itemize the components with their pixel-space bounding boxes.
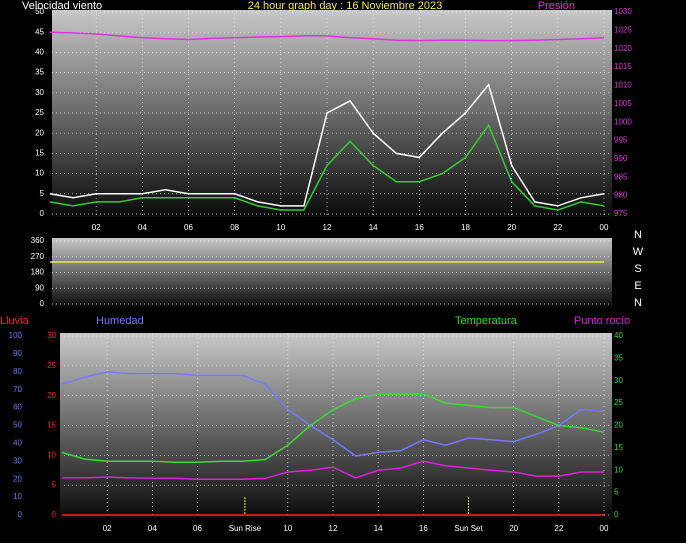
x-tick-label: 20 [509, 524, 518, 533]
y2-label: Presión [538, 0, 575, 12]
plot-bg [52, 10, 612, 217]
tick-label: 1025 [614, 25, 632, 34]
tick-label: 40 [13, 439, 22, 448]
annotation: Sun Set [454, 524, 483, 533]
legend: Temperatura [455, 315, 518, 327]
legend: Punto rocío [574, 315, 630, 327]
tick-label: 30 [13, 456, 22, 465]
tick-label: 50 [35, 7, 44, 16]
tick-label: 1010 [614, 81, 632, 90]
tick-label: 10 [35, 169, 44, 178]
tick-label: 35 [614, 353, 623, 362]
x-tick-label: 02 [103, 524, 112, 533]
tick-label: 40 [614, 331, 623, 340]
x-tick-label: 18 [461, 223, 470, 232]
tick-label: 15 [35, 149, 44, 158]
tick-label: 25 [35, 108, 44, 117]
x-tick-label: 12 [329, 524, 338, 533]
series-line [61, 393, 605, 463]
tick-label: 10 [47, 450, 56, 459]
x-tick-label: 20 [507, 223, 516, 232]
tick-label: 1015 [614, 62, 632, 71]
tick-label: 25 [47, 361, 56, 370]
tick-label: 5 [52, 480, 57, 489]
x-tick-label: 16 [415, 223, 424, 232]
tick-label: 20 [13, 474, 22, 483]
series-line [62, 460, 604, 480]
x-tick-label: 16 [419, 524, 428, 533]
tick-label: 180 [31, 268, 45, 277]
tick-label: 30 [47, 331, 56, 340]
x-tick-label: 22 [554, 524, 563, 533]
series-line [49, 123, 605, 211]
tick-label: 1030 [614, 7, 632, 16]
tick-label: 360 [31, 236, 45, 245]
tick-label: 30 [614, 376, 623, 385]
tick-label: 90 [35, 283, 44, 292]
series-line [49, 83, 605, 207]
tick-label: 990 [614, 154, 628, 163]
legend: Lluvia [0, 315, 30, 327]
tick-label: 985 [614, 172, 628, 181]
compass-label: W [633, 246, 644, 258]
tick-label: 30 [35, 88, 44, 97]
tick-label: 10 [13, 492, 22, 501]
series-line [49, 31, 605, 42]
x-tick-label: 14 [369, 223, 378, 232]
tick-label: 15 [47, 421, 56, 430]
x-tick-label: 02 [92, 223, 101, 232]
tick-label: 20 [47, 391, 56, 400]
tick-label: 0 [52, 510, 57, 519]
tick-label: 90 [13, 349, 22, 358]
compass-label: E [634, 280, 641, 292]
chart-title: 24 hour graph day : 16 Noviembre 2023 [248, 0, 442, 12]
legend: Humedad [96, 315, 144, 327]
tick-label: 980 [614, 191, 628, 200]
tick-label: 5 [40, 189, 45, 198]
tick-label: 20 [35, 128, 44, 137]
tick-label: 45 [35, 27, 44, 36]
tick-label: 0 [614, 510, 619, 519]
x-tick-label: 04 [148, 524, 157, 533]
y-label: Velocidad viento [22, 0, 102, 12]
tick-label: 975 [614, 209, 628, 218]
tick-label: 100 [9, 331, 23, 340]
x-tick-label: 06 [184, 223, 193, 232]
x-tick-label: 04 [138, 223, 147, 232]
tick-label: 1005 [614, 99, 632, 108]
tick-label: 35 [35, 68, 44, 77]
x-tick-label: 00 [600, 223, 609, 232]
x-tick-label: 10 [283, 524, 292, 533]
compass-label: N [634, 229, 642, 241]
tick-label: 1020 [614, 44, 632, 53]
compass-label: N [634, 297, 642, 309]
x-tick-label: 08 [230, 223, 239, 232]
tick-label: 995 [614, 136, 628, 145]
x-tick-label: 00 [600, 524, 609, 533]
x-tick-label: 22 [553, 223, 562, 232]
tick-label: 20 [614, 421, 623, 430]
x-tick-label: 14 [374, 524, 383, 533]
tick-label: 0 [18, 510, 23, 519]
tick-label: 60 [13, 403, 22, 412]
tick-label: 0 [40, 209, 45, 218]
tick-label: 15 [614, 443, 623, 452]
tick-label: 0 [40, 299, 45, 308]
tick-label: 40 [35, 48, 44, 57]
tick-label: 50 [13, 421, 22, 430]
tick-label: 270 [31, 252, 45, 261]
series-line [61, 371, 605, 457]
annotation: Sun Rise [229, 524, 262, 533]
x-tick-label: 12 [323, 223, 332, 232]
tick-label: 1000 [614, 117, 632, 126]
tick-label: 25 [614, 398, 623, 407]
compass-label: S [634, 263, 641, 275]
tick-label: 10 [614, 465, 623, 474]
x-tick-label: 10 [276, 223, 285, 232]
tick-label: 5 [614, 488, 619, 497]
x-tick-label: 06 [193, 524, 202, 533]
tick-label: 70 [13, 385, 22, 394]
tick-label: 80 [13, 367, 22, 376]
